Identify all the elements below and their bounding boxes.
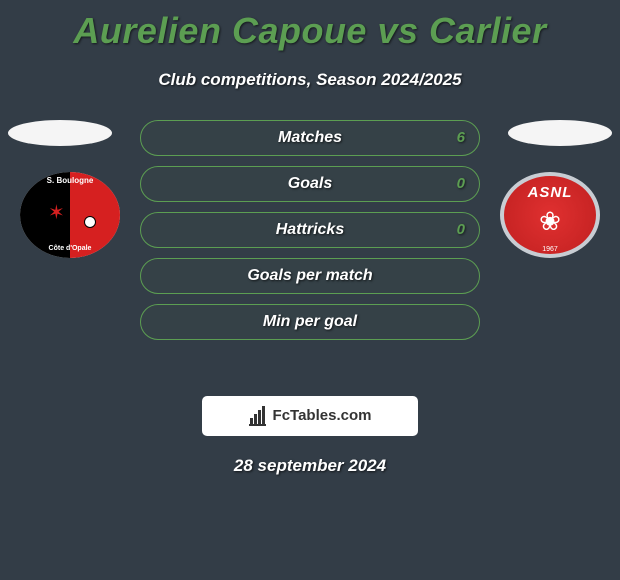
- stat-row-min-per-goal: Min per goal: [140, 304, 480, 340]
- club-right-thistle-icon: ❀: [500, 206, 600, 237]
- stat-value-right: 0: [457, 213, 465, 247]
- club-logo-right: ASNL ❀ 1967: [500, 172, 600, 258]
- player-avatar-left: [8, 120, 112, 146]
- branding-link[interactable]: FcTables.com: [202, 396, 418, 436]
- comparison-panel: S. Boulogne ✶ Côte d'Opale ASNL ❀ 1967 M…: [0, 120, 620, 380]
- stat-label: Hattricks: [141, 213, 479, 247]
- stat-row-goals: Goals 0: [140, 166, 480, 202]
- stat-row-hattricks: Hattricks 0: [140, 212, 480, 248]
- club-left-ball-icon: [84, 216, 96, 228]
- club-left-top-label: S. Boulogne: [20, 176, 120, 185]
- subtitle: Club competitions, Season 2024/2025: [0, 70, 620, 90]
- club-logo-left: S. Boulogne ✶ Côte d'Opale: [20, 172, 120, 258]
- bar-chart-icon: [249, 406, 269, 426]
- date-label: 28 september 2024: [0, 456, 620, 476]
- club-right-top-label: ASNL: [500, 184, 600, 201]
- stat-label: Matches: [141, 121, 479, 155]
- stat-row-goals-per-match: Goals per match: [140, 258, 480, 294]
- stat-label: Goals per match: [141, 259, 479, 293]
- page-title: Aurelien Capoue vs Carlier: [0, 0, 620, 52]
- club-left-star-icon: ✶: [48, 200, 65, 225]
- stat-value-right: 6: [457, 121, 465, 155]
- branding-text: FcTables.com: [273, 396, 372, 436]
- stat-label: Goals: [141, 167, 479, 201]
- player-avatar-right: [508, 120, 612, 146]
- stat-value-right: 0: [457, 167, 465, 201]
- stat-label: Min per goal: [141, 305, 479, 339]
- club-right-year-label: 1967: [500, 246, 600, 253]
- club-left-bottom-label: Côte d'Opale: [20, 245, 120, 252]
- stats-table: Matches 6 Goals 0 Hattricks 0 Goals per …: [140, 120, 480, 340]
- stat-row-matches: Matches 6: [140, 120, 480, 156]
